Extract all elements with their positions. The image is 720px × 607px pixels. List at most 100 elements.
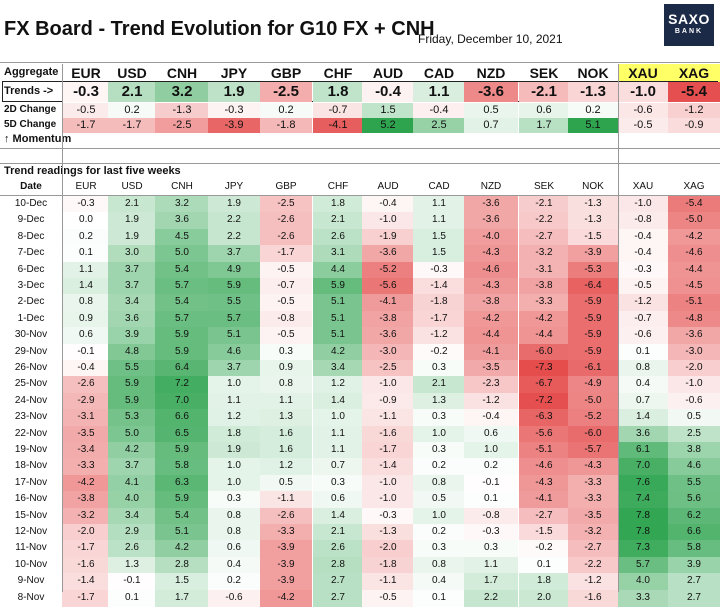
reading-cell: 1.1	[313, 442, 363, 459]
reading-cell: -4.4	[519, 327, 569, 345]
reading-cell: -3.1	[519, 261, 569, 279]
reading-cell: -7.2	[519, 392, 569, 410]
reading-cell: 4.0	[618, 573, 668, 591]
reading-cell: -6.1	[568, 360, 618, 377]
reading-cell: -1.4	[413, 278, 465, 295]
reading-cell: 0.8	[260, 376, 312, 394]
reading-cell: 0.1	[62, 245, 110, 263]
date-cell: 16-Nov	[14, 493, 48, 505]
trend-value-nok: -1.3	[568, 82, 618, 102]
reading-cell: 7.6	[618, 474, 668, 492]
reading-cell: -1.6	[62, 556, 110, 574]
reading-cell: 1.4	[313, 507, 363, 525]
reading-cell: 1.0	[208, 376, 260, 394]
reading-cell: 7.0	[618, 458, 668, 476]
reading-cell: -1.9	[362, 228, 414, 246]
reading-cell: -5.0	[668, 212, 720, 230]
reading-cell: 1.8	[313, 196, 363, 213]
reading-cell: 2.1	[313, 212, 363, 230]
reading-cell: 4.8	[108, 343, 156, 361]
reading-cell: 0.8	[413, 474, 465, 492]
reading-cell: -2.7	[519, 507, 569, 525]
column-separator	[62, 64, 63, 592]
column-separator	[618, 64, 619, 592]
reading-cell: 3.2	[155, 196, 209, 213]
reading-cell: 0.3	[413, 540, 465, 558]
reading-cell: -3.6	[668, 327, 720, 345]
readings-header-chf: CHF	[327, 181, 349, 192]
reading-cell: 1.2	[260, 458, 312, 476]
reading-cell: 1.9	[108, 228, 156, 246]
currency-header-xau: XAU	[618, 64, 668, 82]
reading-cell: -5.9	[568, 294, 618, 312]
reading-cell: -0.2	[519, 540, 569, 558]
reading-cell: -5.6	[362, 278, 414, 295]
date-cell: 26-Nov	[14, 362, 48, 373]
reading-cell: 5.9	[155, 491, 209, 509]
currency-header-nzd: NZD	[476, 65, 506, 81]
reading-cell: 1.1	[413, 212, 465, 230]
reading-cell: -3.6	[464, 212, 518, 230]
reading-cell: 0.3	[208, 491, 260, 509]
reading-cell: 5.9	[155, 343, 209, 361]
change-5d-sek: 1.7	[519, 118, 569, 133]
reading-cell: -0.6	[208, 589, 260, 607]
date-cell: 1-Dec	[17, 312, 45, 324]
reading-cell: -5.4	[668, 196, 720, 213]
reading-cell: -4.4	[464, 327, 518, 345]
reading-cell: 1.0	[208, 474, 260, 492]
reading-cell: 5.1	[155, 524, 209, 541]
reading-cell: -2.0	[62, 524, 110, 541]
readings-header-xau: XAU	[632, 181, 654, 192]
date-cell: 11-Nov	[15, 542, 47, 554]
reading-cell: -0.1	[464, 474, 518, 492]
reading-cell: 5.9	[313, 278, 363, 295]
reading-cell: -2.7	[568, 540, 618, 558]
readings-header-xag: XAG	[683, 181, 705, 192]
date-cell: 10-Nov	[14, 558, 48, 570]
reading-cell: 3.7	[108, 458, 156, 476]
currency-header-xag: XAG	[668, 64, 720, 82]
readings-header-jpy: JPY	[224, 181, 244, 192]
reading-cell: 0.8	[618, 360, 668, 377]
change-5d-gbp: -1.8	[260, 118, 312, 133]
reading-cell: 4.2	[108, 442, 156, 459]
reading-cell: 1.3	[108, 556, 156, 574]
reading-cell: 0.5	[668, 409, 720, 427]
reading-cell: 2.2	[464, 589, 518, 607]
reading-cell: -1.2	[413, 327, 465, 345]
reading-cell: -2.0	[668, 360, 720, 377]
reading-cell: 5.7	[618, 556, 668, 574]
reading-cell: 1.5	[155, 573, 209, 591]
reading-cell: 7.0	[155, 392, 209, 410]
reading-cell: 0.8	[62, 294, 110, 312]
reading-cell: 2.9	[108, 524, 156, 541]
reading-cell: 0.3	[413, 360, 465, 377]
reading-cell: 0.5	[413, 491, 465, 509]
reading-cell: 1.4	[618, 409, 668, 427]
reading-cell: -4.3	[464, 245, 518, 263]
reading-cell: -0.4	[618, 245, 668, 263]
reading-cell: 5.5	[108, 360, 156, 377]
reading-cell: 1.1	[208, 392, 260, 410]
reading-cell: -0.4	[618, 228, 668, 246]
change-2d-aud: 1.5	[362, 103, 414, 118]
currency-header-eur: EUR	[71, 65, 101, 81]
reading-cell: -1.5	[568, 228, 618, 246]
reading-cell: -4.6	[464, 261, 518, 279]
reading-cell: -3.2	[62, 507, 110, 525]
reading-cell: 5.5	[668, 474, 720, 492]
reading-cell: 2.2	[208, 228, 260, 246]
readings-top-rule	[0, 163, 720, 164]
reading-cell: -6.7	[519, 376, 569, 394]
reading-cell: 3.1	[313, 245, 363, 263]
reading-cell: -3.6	[362, 245, 414, 263]
reading-cell: 6.1	[618, 442, 668, 459]
reading-cell: -5.1	[519, 442, 569, 459]
currency-header-jpy: JPY	[220, 65, 248, 81]
date-cell: 9-Nov	[17, 575, 45, 587]
change-5d-xau: -0.5	[618, 118, 668, 133]
trend-value-eur: -0.3	[62, 82, 110, 102]
reading-cell: 5.1	[313, 310, 363, 328]
reading-cell: -1.4	[362, 458, 414, 476]
